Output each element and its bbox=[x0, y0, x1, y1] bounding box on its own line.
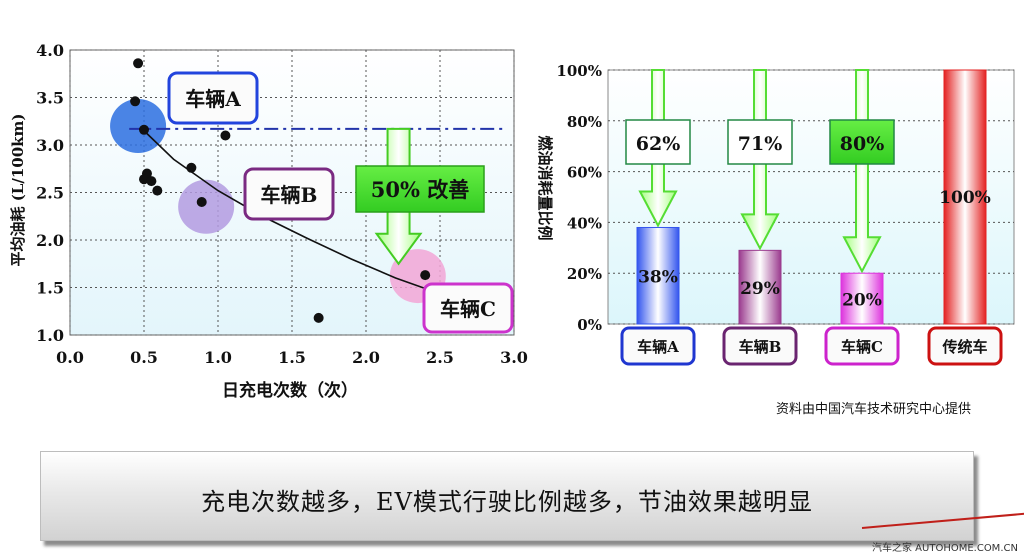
vehicle-label-box bbox=[243, 167, 335, 221]
scatter-y-axis-label: 平均油耗 (L/100km) bbox=[9, 113, 27, 266]
bar-y-tick-label: 60% bbox=[567, 164, 602, 182]
vehicle-labels: 车辆A 车辆B 车辆C bbox=[167, 71, 514, 334]
improvement-label: 71% bbox=[738, 133, 783, 155]
conclusion-banner: 充电次数越多，EV模式行驶比例越多，节油效果越明显 bbox=[40, 451, 974, 541]
scatter-y-tick-label: 4.0 bbox=[36, 41, 64, 60]
bar-down-arrow bbox=[842, 69, 882, 274]
bar-chart: 0% 20% 40% 60% 80% 100% 38% 29% 20% 100% 62% 71% 8… bbox=[536, 62, 1015, 366]
improvement-arrow: 50% 改善 bbox=[355, 127, 485, 266]
improvement-box bbox=[829, 119, 895, 165]
conclusion-text: 充电次数越多，EV模式行驶比例越多，节油效果越明显 bbox=[201, 488, 813, 516]
scatter-x-tick-label: 0.5 bbox=[130, 348, 158, 367]
category-label-box bbox=[824, 326, 900, 366]
bar-category-labels: 车辆A 车辆B 车辆C 传统车 bbox=[620, 326, 1003, 366]
scatter-point bbox=[420, 270, 431, 281]
vehicle-label-box bbox=[167, 71, 259, 125]
category-label-box bbox=[722, 326, 798, 366]
category-label: 车辆B bbox=[739, 338, 782, 356]
category-label-box bbox=[927, 326, 1003, 366]
bar-y-axis-label: 燃油消耗量比例 bbox=[536, 135, 554, 240]
bar-value-label: 38% bbox=[638, 268, 678, 288]
bars: 38% 29% 20% 100% bbox=[636, 69, 991, 325]
bar-value-label: 29% bbox=[740, 279, 780, 299]
scatter-point bbox=[130, 96, 141, 107]
bar-y-tick-label: 0% bbox=[577, 316, 602, 334]
scatter-x-tick-label: 2.0 bbox=[352, 348, 380, 367]
scatter-y-tick-label: 3.5 bbox=[36, 89, 64, 108]
bar-value-label: 100% bbox=[939, 188, 991, 208]
bar-y-tick-label: 20% bbox=[567, 265, 602, 283]
category-label: 传统车 bbox=[941, 338, 987, 356]
scatter-x-tick-label: 3.0 bbox=[500, 348, 528, 367]
scatter-y-tick-label: 2.0 bbox=[36, 231, 64, 250]
vehicle-group-ellipse bbox=[178, 179, 235, 234]
scatter-y-tick-label: 1.0 bbox=[36, 326, 64, 345]
annotation-label: 50% 改善 bbox=[371, 177, 470, 202]
scatter-x-tick-label: 0.0 bbox=[56, 348, 84, 367]
scatter-x-tick-labels: 0.0 0.5 1.0 1.5 2.0 2.5 3.0 bbox=[56, 348, 528, 367]
vehicle-label-text: 车辆A bbox=[185, 87, 241, 111]
scatter-y-tick-label: 2.5 bbox=[36, 184, 64, 203]
bar-y-tick-label: 40% bbox=[567, 214, 602, 232]
vehicle-label-box bbox=[422, 282, 514, 334]
scatter-chart: 1.0 1.5 2.0 2.5 3.0 3.5 4.0 0.0 0.5 1.0 1.5 2.0 2.5… bbox=[9, 41, 528, 401]
scatter-x-tick-label: 1.0 bbox=[204, 348, 232, 367]
bar-y-tick-labels: 0% 20% 40% 60% 80% 100% bbox=[556, 62, 602, 334]
improvement-label: 80% bbox=[840, 133, 885, 155]
scatter-point bbox=[186, 162, 197, 173]
scatter-y-tick-label: 3.0 bbox=[36, 136, 64, 155]
scatter-point bbox=[220, 130, 231, 141]
improvement-box bbox=[625, 119, 691, 165]
scatter-y-tick-label: 1.5 bbox=[36, 279, 64, 298]
bar-improvement-arrows: 62% 71% 80% bbox=[625, 69, 895, 274]
data-source-note: 资料由中国汽车技术研究中心提供 bbox=[776, 402, 972, 417]
bar-y-tick-label: 100% bbox=[556, 62, 602, 80]
vehicle-label-text: 车辆B bbox=[261, 183, 318, 207]
category-label: 车辆C bbox=[841, 338, 883, 356]
scatter-point bbox=[139, 124, 149, 135]
scatter-point bbox=[133, 58, 144, 69]
watermark-text: 汽车之家 AUTOHOME.COM.CN bbox=[872, 543, 1018, 554]
bar-y-tick-label: 80% bbox=[567, 113, 602, 131]
bar bbox=[943, 69, 987, 325]
scatter-y-tick-labels: 1.0 1.5 2.0 2.5 3.0 3.5 4.0 bbox=[36, 41, 64, 345]
bar bbox=[738, 249, 782, 325]
scatter-point bbox=[196, 197, 207, 207]
scatter-x-tick-label: 2.5 bbox=[426, 348, 454, 367]
scatter-points bbox=[130, 58, 431, 323]
improvement-box bbox=[727, 119, 793, 165]
scatter-point bbox=[313, 312, 324, 323]
improvement-label: 62% bbox=[636, 133, 681, 155]
annotation-box bbox=[355, 165, 485, 213]
scatter-x-tick-label: 1.5 bbox=[278, 348, 306, 367]
scatter-point bbox=[146, 176, 157, 187]
bar bbox=[636, 226, 680, 325]
vehicle-label-text: 车辆C bbox=[440, 297, 496, 321]
scatter-point bbox=[152, 185, 163, 196]
bar bbox=[840, 272, 884, 325]
bar-value-label: 20% bbox=[842, 291, 882, 311]
category-label: 车辆A bbox=[637, 338, 679, 356]
scatter-x-axis-label: 日充电次数（次） bbox=[222, 380, 358, 401]
category-label-box bbox=[620, 326, 696, 366]
trend-curve bbox=[143, 130, 426, 290]
